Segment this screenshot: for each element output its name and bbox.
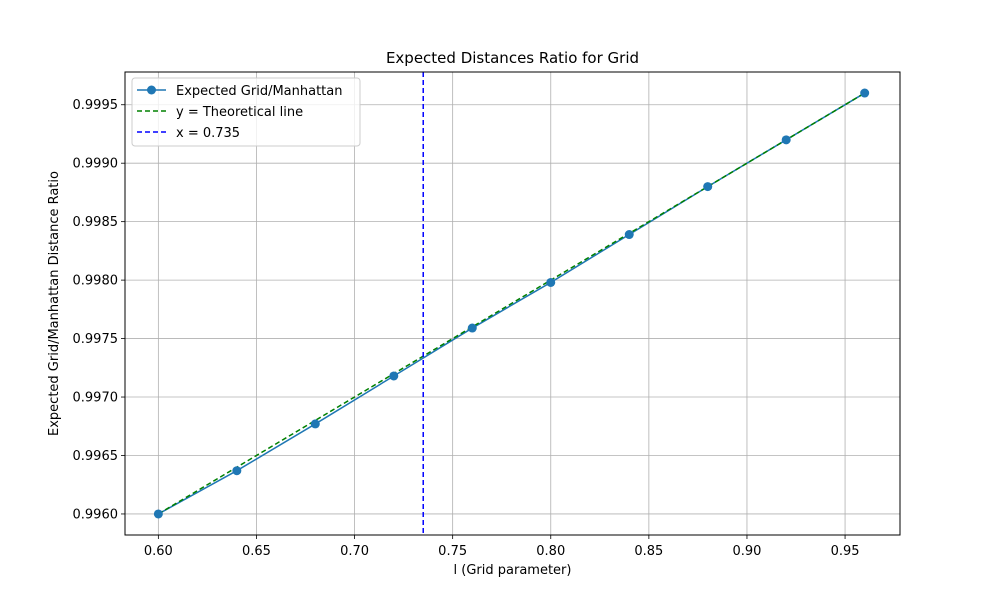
data-point xyxy=(232,466,242,476)
x-tick-label: 0.85 xyxy=(634,544,663,559)
data-point xyxy=(310,419,320,429)
y-tick-label: 0.9965 xyxy=(73,449,119,464)
x-tick-label: 0.70 xyxy=(340,544,369,559)
x-tick-label: 0.80 xyxy=(536,544,565,559)
x-tick-label: 0.90 xyxy=(732,544,761,559)
data-point xyxy=(703,182,713,192)
legend-label-vline: x = 0.735 xyxy=(176,126,240,141)
data-point xyxy=(546,277,556,287)
y-tick-label: 0.9960 xyxy=(73,507,119,522)
x-tick-label: 0.75 xyxy=(438,544,467,559)
legend-label-theoretical: y = Theoretical line xyxy=(176,105,303,120)
legend-label-expected: Expected Grid/Manhattan xyxy=(176,84,342,99)
data-point xyxy=(153,509,163,519)
x-tick-label: 0.95 xyxy=(831,544,860,559)
series-line-expected xyxy=(157,92,866,515)
y-axis-label: Expected Grid/Manhattan Distance Ratio xyxy=(47,171,62,436)
y-tick-label: 0.9990 xyxy=(73,157,119,172)
grid xyxy=(125,72,900,535)
legend-box xyxy=(131,77,361,147)
data-point xyxy=(781,135,791,145)
data-point xyxy=(467,323,477,333)
x-axis-label: l (Grid parameter) xyxy=(454,563,572,578)
x-tick-label: 0.60 xyxy=(144,544,173,559)
plot-area xyxy=(153,72,870,535)
data-point xyxy=(860,88,870,98)
y-tick-label: 0.9995 xyxy=(73,98,119,113)
data-point xyxy=(624,230,634,240)
chart-title: Expected Distances Ratio for Grid xyxy=(386,49,639,67)
series-line-theoretical xyxy=(157,92,866,515)
y-tick-label: 0.9975 xyxy=(73,332,119,347)
legend-swatch-expected-marker xyxy=(147,85,156,95)
legend: Expected Grid/Manhattan y = Theoretical … xyxy=(131,77,361,147)
y-tick-label: 0.9985 xyxy=(73,215,119,230)
data-point xyxy=(389,371,399,381)
y-tick-label: 0.9980 xyxy=(73,274,119,289)
y-tick-label: 0.9970 xyxy=(73,391,119,406)
x-tick-label: 0.65 xyxy=(242,544,271,559)
axes-frame xyxy=(124,71,901,536)
axis-ticks: 0.60 0.65 0.70 0.75 0.80 0.85 0.90 0.95 0.9960 0.… xyxy=(73,98,860,559)
